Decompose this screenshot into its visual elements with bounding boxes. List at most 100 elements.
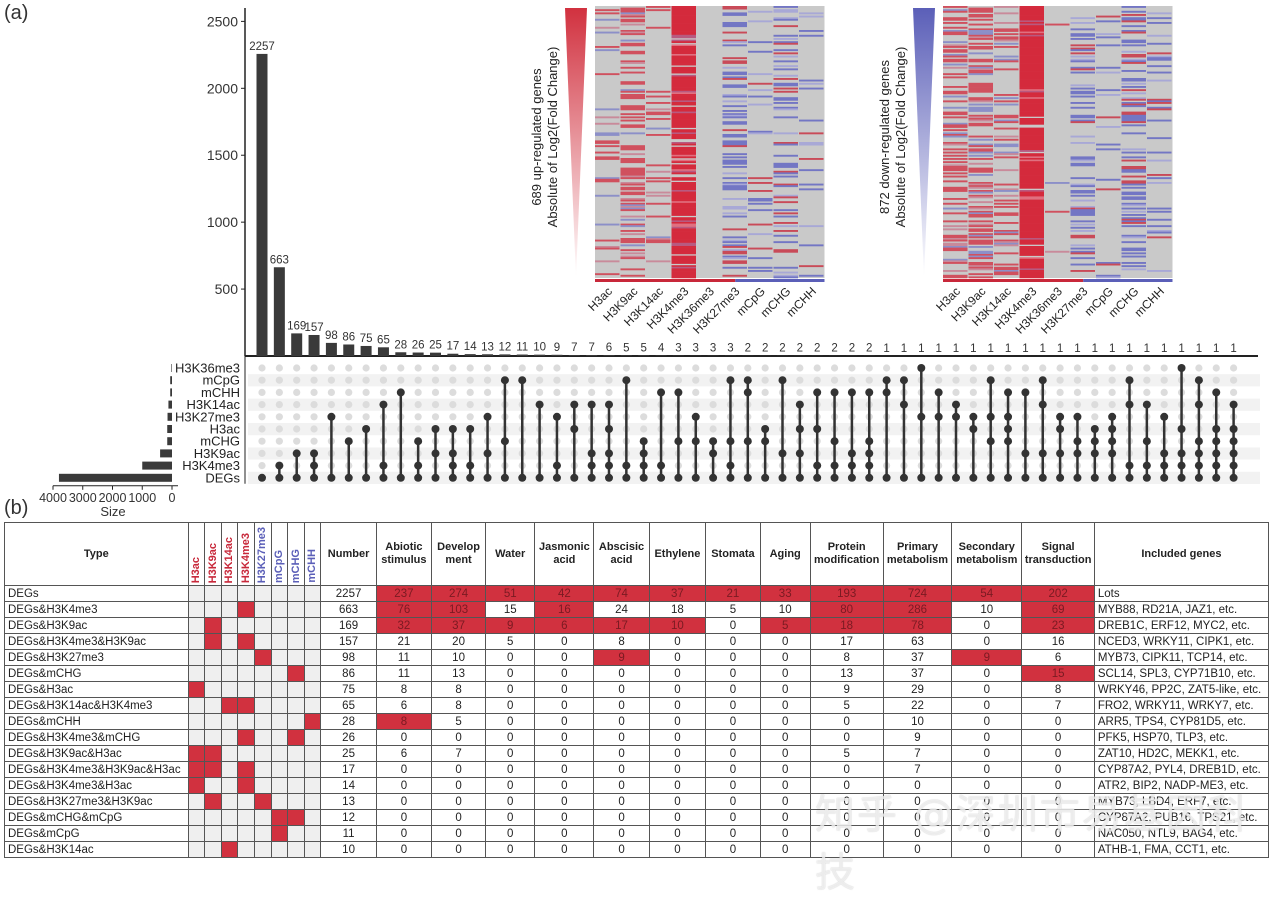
membership-dot-empty — [328, 389, 335, 396]
heatmap-cell — [621, 40, 646, 42]
heatmap-cell — [748, 89, 773, 91]
heatmap-cell — [621, 219, 646, 221]
heatmap-cell — [943, 152, 968, 154]
mark-cell-present — [238, 730, 255, 746]
type-header: Type — [5, 523, 189, 586]
mark-header-label: H3K4me3 — [240, 531, 253, 585]
heatmap-cell — [723, 145, 748, 147]
heatmap-cell — [1122, 265, 1147, 267]
type-cell: DEGs&mCHG — [5, 666, 189, 682]
heatmap-cell — [595, 12, 620, 14]
value-cell: 0 — [952, 842, 1022, 858]
heatmap-cell — [943, 144, 968, 146]
heatmap-cell — [969, 171, 994, 173]
heatmap-cell — [994, 153, 1019, 155]
value-cell: 0 — [649, 778, 705, 794]
heatmap-cell — [1122, 92, 1147, 94]
heatmap-cell — [1096, 72, 1121, 74]
bar-value-label: 1 — [935, 343, 941, 355]
heatmap-cell — [969, 276, 994, 278]
heatmap-cell — [1071, 227, 1096, 229]
bar-value-label: 1 — [1230, 343, 1236, 355]
heatmap-cell — [1071, 38, 1096, 40]
mark-cell-absent — [205, 586, 222, 602]
membership-dot-empty — [710, 401, 717, 408]
heatmap-cell — [1147, 160, 1172, 162]
value-cell: 0 — [649, 698, 705, 714]
heatmap-cell — [1122, 132, 1147, 134]
heatmap-cell — [943, 41, 968, 43]
heatmap-cell — [1071, 214, 1096, 216]
heatmap-cell — [621, 91, 646, 93]
heatmap-cell — [969, 145, 994, 147]
heatmap-cell — [748, 104, 773, 106]
membership-dot-empty — [310, 389, 317, 396]
membership-dot-empty — [467, 413, 474, 420]
set-label: DEGs — [205, 470, 240, 485]
heatmap-cell — [774, 132, 799, 134]
heatmap-cell — [943, 22, 968, 24]
mark-cell-absent — [304, 810, 321, 826]
heatmap-cell — [774, 272, 799, 274]
membership-dot-empty — [571, 364, 578, 371]
mark-cell-absent — [288, 586, 305, 602]
heatmap-cell — [1122, 256, 1147, 258]
value-cell: 0 — [535, 762, 594, 778]
membership-dot-empty — [1091, 364, 1098, 371]
heatmap-cell — [799, 275, 824, 277]
type-cell: DEGs&H3K27me3&H3K9ac — [5, 794, 189, 810]
membership-dot-empty — [310, 364, 317, 371]
mark-cell-present — [221, 698, 238, 714]
value-cell: 0 — [486, 826, 535, 842]
value-cell: 0 — [594, 730, 649, 746]
membership-dot-empty — [1057, 364, 1064, 371]
value-cell: 0 — [1022, 714, 1094, 730]
value-cell: 0 — [649, 634, 705, 650]
heatmap-cell — [774, 75, 799, 77]
mark-cell-absent — [205, 698, 222, 714]
membership-dot-empty — [762, 389, 769, 396]
mark-header: mCpG — [271, 523, 288, 586]
heatmap-cell — [621, 225, 646, 227]
membership-dot-empty — [1022, 364, 1029, 371]
heatmap-cell — [748, 200, 773, 202]
mark-cell-absent — [188, 826, 205, 842]
type-cell: DEGs&H3K4me3&H3ac — [5, 778, 189, 794]
membership-dot-empty — [779, 364, 786, 371]
heatmap-cell — [1096, 94, 1121, 96]
heatmap-cell — [1096, 20, 1121, 22]
mark-cell-absent — [288, 746, 305, 762]
heatmap-cell — [774, 235, 799, 237]
membership-dot-empty — [276, 450, 283, 457]
heatmap-cell — [1071, 88, 1096, 90]
heatmap-cell — [723, 216, 748, 218]
membership-dot-empty — [970, 389, 977, 396]
mark-cell-absent — [304, 826, 321, 842]
genes-cell: PFK5, HSP70, TLP3, etc. — [1094, 730, 1268, 746]
genes-cell: Lots — [1094, 586, 1268, 602]
mark-cell-absent — [288, 778, 305, 794]
heatmap-cell — [1071, 230, 1096, 232]
mark-cell-absent — [271, 634, 288, 650]
heatmap-cell — [723, 163, 748, 165]
heatmap-cell — [994, 40, 1019, 42]
bar-value-label: 6 — [606, 342, 612, 354]
value-cell: 0 — [810, 778, 883, 794]
value-cell: 7 — [883, 762, 951, 778]
mark-cell-absent — [188, 698, 205, 714]
value-cell: 5 — [432, 714, 486, 730]
bar-value-label: 3 — [675, 343, 681, 355]
heatmap-cell — [595, 116, 620, 118]
value-cell-enriched: 54 — [952, 586, 1022, 602]
value-cell: 0 — [706, 746, 761, 762]
heatmap-cell — [723, 73, 748, 75]
membership-dot-empty — [1074, 389, 1081, 396]
mark-cell-present — [188, 746, 205, 762]
value-cell: 0 — [535, 666, 594, 682]
value-cell: 0 — [706, 714, 761, 730]
value-cell: 0 — [594, 842, 649, 858]
value-cell: 0 — [376, 762, 431, 778]
bar-value-label: 65 — [377, 334, 390, 346]
